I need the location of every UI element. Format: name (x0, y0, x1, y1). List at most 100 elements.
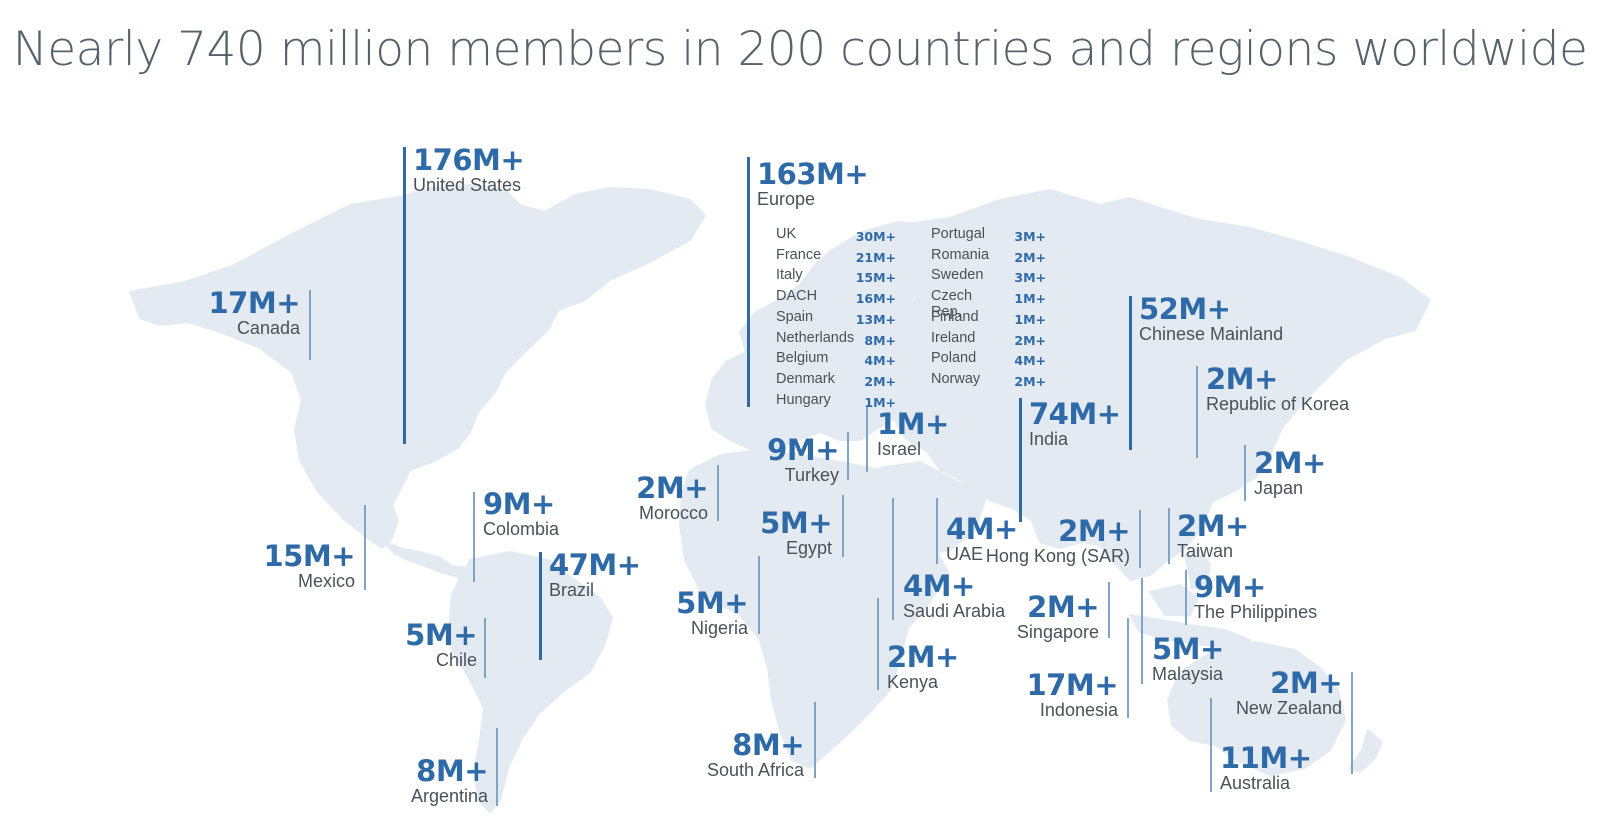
stat-label: Taiwan (1177, 541, 1234, 561)
europe-country-name: Portugal (931, 226, 986, 242)
stat-value: 52M+ (1139, 292, 1231, 326)
stat-brazil: 47M+ Brazil (549, 550, 641, 600)
line-mexico (364, 505, 366, 590)
stat-label: Europe (757, 189, 816, 209)
europe-country-name: Norway (931, 371, 981, 387)
japan-shape (1237, 409, 1283, 486)
line-colombia (473, 492, 475, 582)
stat-value: 9M+ (767, 433, 839, 467)
stat-label: Singapore (1016, 622, 1099, 642)
stat-value: 5M+ (405, 618, 477, 652)
stat-value: 1M+ (877, 407, 949, 441)
stat-label: Mexico (297, 571, 355, 591)
stat-japan: 2M+ Japan (1254, 448, 1326, 498)
stat-value: 15M+ (263, 539, 355, 573)
stat-philippines: 9M+ The Philippines (1194, 572, 1317, 622)
stat-value: 2M+ (1254, 446, 1326, 480)
arabia-shape (879, 461, 986, 556)
europe-country-value: 8M+ (864, 333, 896, 348)
europe-country-name: Sweden (931, 267, 984, 283)
stat-label: Morocco (638, 503, 708, 523)
stat-value: 2M+ (1206, 362, 1278, 396)
stat-label: The Philippines (1194, 602, 1318, 622)
stat-value: 47M+ (549, 548, 641, 582)
europe-country-name: Ireland (931, 330, 976, 346)
europe-country-value: 30M+ (855, 229, 896, 244)
stat-turkey: 9M+ Turkey (767, 435, 839, 485)
stat-value: 2M+ (887, 640, 959, 674)
europe-country-value: 2M+ (1014, 374, 1046, 389)
stat-value: 74M+ (1029, 397, 1121, 431)
europe-country-value: 21M+ (855, 250, 896, 265)
asia-shape (894, 189, 1431, 581)
stat-egypt: 5M+ Egypt (760, 508, 832, 558)
line-morocco (717, 465, 719, 521)
europe-country-name: UK (776, 226, 797, 242)
europe-country-value: 1M+ (1014, 291, 1046, 306)
europe-country-value: 2M+ (864, 374, 896, 389)
stat-label: Chinese Mainland (1139, 324, 1284, 344)
europe-country-value: 1M+ (1014, 312, 1046, 327)
stat-value: 4M+ (903, 569, 975, 603)
stat-value: 9M+ (483, 487, 555, 521)
line-uae (936, 498, 938, 564)
stat-value: 2M+ (1270, 666, 1342, 700)
stat-united-states: 176M+ United States (413, 145, 525, 195)
stat-label: Australia (1220, 773, 1291, 793)
stat-label: South Africa (706, 760, 804, 780)
stat-value: 5M+ (1152, 632, 1224, 666)
line-philippines (1185, 570, 1187, 625)
europe-country-value: 15M+ (855, 270, 896, 285)
line-taiwan (1168, 508, 1170, 564)
stat-colombia: 9M+ Colombia (483, 489, 559, 539)
europe-country-name: Spain (776, 309, 814, 325)
line-indonesia (1127, 618, 1129, 718)
europe-country-value: 16M+ (855, 291, 896, 306)
stat-korea: 2M+ Republic of Korea (1206, 364, 1349, 414)
line-india (1019, 398, 1022, 522)
stat-value: 4M+ (946, 512, 1018, 546)
stat-label: Turkey (784, 465, 839, 485)
stat-label: Colombia (483, 519, 560, 539)
stat-value: 2M+ (1058, 514, 1130, 548)
stat-label: Hong Kong (SAR) (985, 546, 1130, 566)
line-saudi-arabia (892, 498, 894, 620)
stat-australia: 11M+ Australia (1220, 743, 1312, 793)
stat-israel: 1M+ Israel (877, 409, 949, 459)
line-hong-kong (1139, 510, 1141, 568)
europe-country-value: 3M+ (1014, 270, 1046, 285)
europe-country-name: Netherlands (776, 330, 855, 346)
stat-label: Malaysia (1152, 664, 1224, 684)
line-canada (309, 290, 311, 360)
europe-country-name: DACH (776, 288, 818, 304)
line-singapore (1108, 582, 1110, 638)
stat-value: 17M+ (1026, 668, 1118, 702)
australia-shape (1167, 641, 1346, 776)
europe-country-value: 1M+ (864, 395, 896, 410)
europe-country-name: Hungary (776, 392, 831, 408)
new-zealand-shape (1349, 729, 1383, 773)
line-korea (1196, 366, 1198, 458)
stat-label: Argentina (410, 786, 488, 806)
europe-country-value: 4M+ (1014, 353, 1046, 368)
stat-label: Israel (877, 439, 922, 459)
stat-singapore: 2M+ Singapore (1016, 592, 1100, 642)
stat-label: UAE (946, 544, 984, 564)
stat-label: Japan (1254, 478, 1304, 498)
stat-value: 11M+ (1220, 741, 1312, 775)
stat-label: Canada (236, 318, 300, 338)
stat-europe: 163M+ Europe (757, 159, 869, 209)
page-title: Nearly 740 million members in 200 countr… (12, 22, 1588, 77)
stat-morocco: 2M+ Morocco (636, 473, 708, 523)
europe-country-name: Poland (931, 350, 977, 366)
line-europe (747, 157, 750, 407)
stat-south-africa: 8M+ South Africa (706, 730, 805, 780)
europe-country-name: France (776, 247, 822, 263)
line-israel (866, 407, 868, 472)
stat-value: 2M+ (636, 471, 708, 505)
north-america-shape (129, 184, 706, 549)
line-chinese-mainland (1129, 296, 1132, 450)
stat-chinese-mainland: 52M+ Chinese Mainland (1139, 294, 1283, 344)
africa-shape (679, 449, 949, 769)
